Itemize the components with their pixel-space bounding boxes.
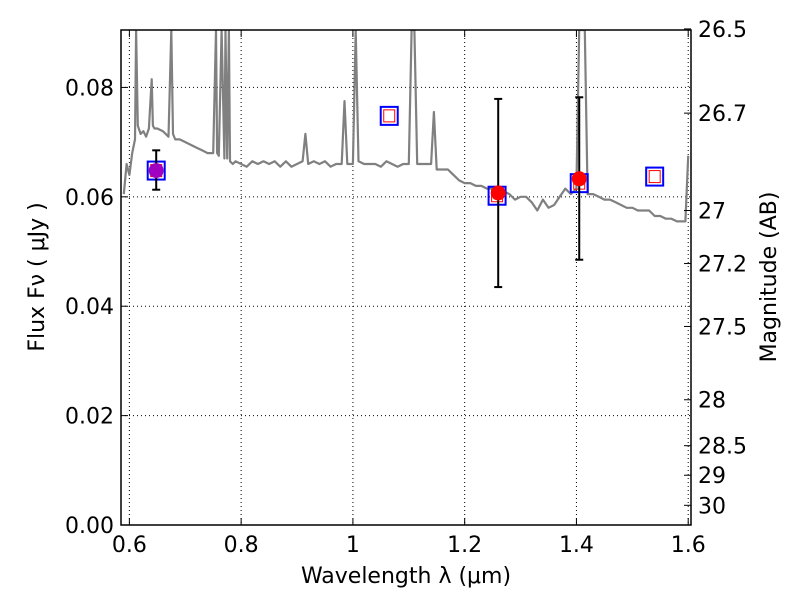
observed-photometry-point [148,163,164,179]
x-tick-label: 0.8 [224,533,259,558]
spectrum-layer [122,30,690,223]
y-tick-label: 0.08 [65,76,114,101]
plot-frame [120,29,692,526]
y2-tick-label: 27 [698,199,726,224]
plot-area [122,30,690,289]
model-photometry-square [645,166,665,187]
y-tick-label: 0.02 [65,405,114,430]
x-tick-label: 1.4 [559,533,594,558]
x-tick-label: 0.6 [112,533,147,558]
y-tick-label: 0.06 [65,186,114,211]
y2-axis-label: Magnitude (AB) [757,192,782,363]
x-tick-label: 1 [346,533,360,558]
model-photometry-inner [383,109,396,123]
x-tick-label: 1.2 [447,533,482,558]
model-photometry-square [379,105,399,126]
y2-tick-label: 27.5 [698,315,747,340]
y2-tick-label: 29 [698,464,726,489]
y2-tick-label: 30 [698,494,726,519]
grid [121,30,691,526]
y2-tick-label: 28 [698,389,726,414]
y2-tick-label: 26.5 [698,18,747,43]
y2-tick-label: 26.7 [698,102,747,127]
y-tick-label: 0.04 [65,295,114,320]
observed-photometry-point [490,185,506,201]
y-axis-label: Flux Fν ( μJy ) [25,202,50,351]
marker-layer [146,96,665,289]
y2-tick-label: 28.5 [698,435,747,460]
observed-photometry-point [571,171,587,187]
x-axis-label: Wavelength λ (μm) [301,564,511,589]
model-photometry-inner [648,170,661,184]
axis-ticks: 0.6 0.8 1 1.2 1.4 1.6 0.00 0.02 0.04 0.06 0.08 26.5… [65,18,747,558]
spectrum-line [122,30,690,223]
x-tick-label: 1.6 [671,533,706,558]
y-tick-label: 0.00 [65,514,114,539]
y2-tick-label: 27.2 [698,253,747,278]
